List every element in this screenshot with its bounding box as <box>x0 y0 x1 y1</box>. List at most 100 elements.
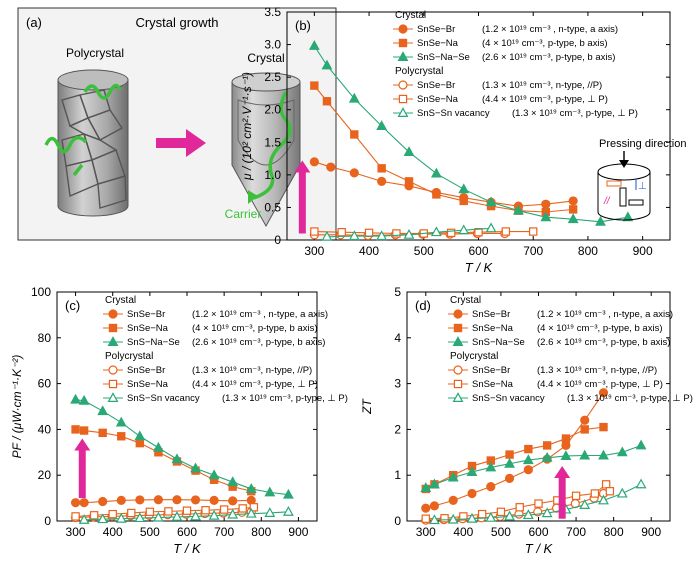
x-tick-label: 300 <box>304 244 324 258</box>
data-point <box>190 462 201 473</box>
data-point <box>605 487 615 496</box>
legend-entry-name: SnS−Na−Se <box>127 337 180 348</box>
data-point <box>403 228 415 239</box>
increase-arrow-head-icon <box>74 438 91 451</box>
x-axis-label: T / K <box>525 541 554 556</box>
series-0 <box>421 388 609 513</box>
data-point <box>282 505 294 516</box>
data-point <box>541 199 551 209</box>
data-point <box>421 503 431 513</box>
data-point <box>635 439 647 450</box>
data-point <box>571 491 581 501</box>
data-point <box>115 416 127 427</box>
y-tick-label: 60 <box>38 377 52 391</box>
polycrystal-label: Polycrystal <box>66 46 124 60</box>
data-point <box>501 227 511 236</box>
data-point <box>404 177 414 186</box>
x-tick-label: 800 <box>578 244 598 258</box>
data-point <box>337 227 346 237</box>
data-point <box>238 504 247 513</box>
y-tick-label: 1.0 <box>264 168 281 182</box>
y-tick-label: 3.0 <box>264 38 281 52</box>
y-axis-label: μ / (10² cm²·V⁻¹·s⁻¹) <box>240 72 254 181</box>
data-point <box>348 92 360 103</box>
data-point <box>513 204 524 215</box>
carrier-path-1 <box>83 83 122 100</box>
data-point <box>486 482 496 492</box>
data-point <box>264 507 276 517</box>
increase-arrow-icon <box>298 170 306 234</box>
data-point <box>208 509 220 520</box>
legend: Crystal SnSe−Br (1.2 × 10¹⁹ cm⁻³ , n-type,… <box>448 295 693 404</box>
perp-symbol: ⊥ <box>638 181 647 192</box>
data-point <box>421 514 430 523</box>
data-point <box>542 441 552 450</box>
y-tick-label: 1.5 <box>264 135 281 149</box>
y-tick-label: 80 <box>38 331 52 345</box>
data-point <box>322 97 332 106</box>
series-1 <box>421 422 608 494</box>
legend-marker <box>108 365 118 375</box>
data-point <box>467 488 477 499</box>
data-point <box>171 511 183 521</box>
data-point <box>458 224 470 235</box>
legend-header-crystal: Crystal <box>105 295 136 306</box>
x-tick-label: 300 <box>416 525 436 539</box>
x-tick-label: 400 <box>103 525 123 539</box>
data-point <box>349 168 359 178</box>
carrier-path-3 <box>72 163 84 177</box>
legend-entry-name: SnSe−Br <box>417 80 455 91</box>
y-tick-label: 4 <box>394 331 401 345</box>
data-point <box>504 457 515 468</box>
data-point <box>430 167 442 178</box>
data-point <box>515 503 524 512</box>
data-point <box>504 510 515 521</box>
data-point <box>635 478 647 489</box>
y-tick-label: 0 <box>394 514 401 528</box>
legend-entry-desc: (1.3 × 10¹⁹ cm⁻³, p-type, ⊥ P) <box>512 108 638 119</box>
data-point <box>446 228 456 238</box>
legend-entry-name: SnSe−Na <box>127 379 169 390</box>
data-point <box>190 510 201 521</box>
growth-arrow-icon <box>156 129 206 157</box>
legend-entry-name: SnSe−Na <box>472 379 514 390</box>
legend-header-crystal: Crystal <box>395 10 426 21</box>
data-point <box>377 164 386 173</box>
legend-entry-desc: (1.2 × 10¹⁹ cm⁻³ , n-type, a axis) <box>482 24 618 35</box>
y-axis-label: ZT <box>360 398 374 415</box>
x-tick-label: 500 <box>491 525 511 539</box>
data-point <box>71 512 80 521</box>
data-point <box>447 513 459 524</box>
data-point <box>227 476 239 487</box>
y-tick-label: 3 <box>394 377 401 391</box>
data-point <box>522 454 534 465</box>
data-point <box>227 508 239 519</box>
series-0 <box>309 157 578 211</box>
crystal-label: Crystal <box>247 51 284 65</box>
series-1 <box>71 425 256 496</box>
data-point <box>598 494 609 505</box>
carrier-path-2 <box>44 135 88 154</box>
panel-label: (b) <box>295 18 311 33</box>
data-point <box>459 196 468 206</box>
legend-entry-name: SnS−Na−Se <box>417 52 470 63</box>
series-1 <box>310 81 578 217</box>
data-point <box>485 461 497 472</box>
series-2 <box>70 393 294 499</box>
x-tick-label: 700 <box>566 525 586 539</box>
legend-entry-desc: (4 × 10¹⁹ cm⁻³, p-type, b axis) <box>537 323 663 334</box>
legend-entry-desc: (4.4 × 10¹⁹ cm⁻³, p-type, ⊥ P) <box>482 94 608 105</box>
data-point <box>440 514 449 523</box>
increase-arrow-icon <box>558 476 566 519</box>
data-point <box>282 488 294 499</box>
data-point <box>477 509 487 519</box>
data-point <box>616 487 628 498</box>
x-axis-label: T / K <box>465 260 494 275</box>
legend-entry-name: SnS−Sn vacancy <box>127 393 200 404</box>
data-point <box>466 466 478 476</box>
y-tick-label: 40 <box>38 422 52 436</box>
data-point <box>458 183 470 194</box>
data-point <box>485 196 497 207</box>
data-point <box>182 506 192 515</box>
